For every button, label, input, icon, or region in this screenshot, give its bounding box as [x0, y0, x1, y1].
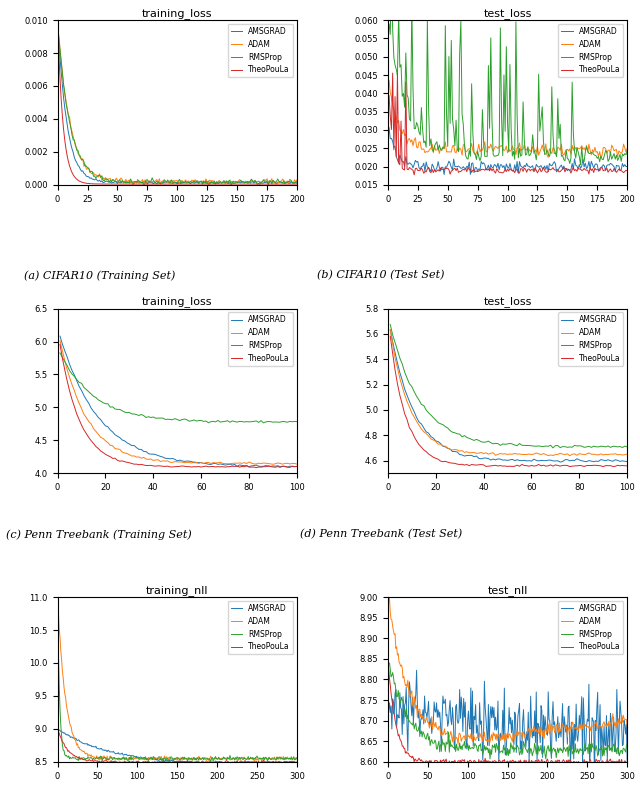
Legend: AMSGRAD, ADAM, RMSProp, TheoPouLa: AMSGRAD, ADAM, RMSProp, TheoPouLa	[228, 24, 293, 78]
Legend: AMSGRAD, ADAM, RMSProp, TheoPouLa: AMSGRAD, ADAM, RMSProp, TheoPouLa	[558, 24, 623, 78]
Title: test_nll: test_nll	[487, 585, 528, 596]
Text: (d) Penn Treebank (Test Set): (d) Penn Treebank (Test Set)	[300, 529, 462, 540]
Title: training_loss: training_loss	[142, 8, 212, 18]
Legend: AMSGRAD, ADAM, RMSProp, TheoPouLa: AMSGRAD, ADAM, RMSProp, TheoPouLa	[558, 601, 623, 654]
Text: (b) CIFAR10 (Test Set): (b) CIFAR10 (Test Set)	[317, 270, 445, 281]
Text: (a) CIFAR10 (Training Set): (a) CIFAR10 (Training Set)	[24, 270, 175, 281]
Legend: AMSGRAD, ADAM, RMSProp, TheoPouLa: AMSGRAD, ADAM, RMSProp, TheoPouLa	[228, 312, 293, 366]
Title: training_nll: training_nll	[146, 585, 209, 596]
Title: training_loss: training_loss	[142, 297, 212, 307]
Legend: AMSGRAD, ADAM, RMSProp, TheoPouLa: AMSGRAD, ADAM, RMSProp, TheoPouLa	[228, 601, 293, 654]
Title: test_loss: test_loss	[483, 8, 532, 18]
Text: (c) Penn Treebank (Training Set): (c) Penn Treebank (Training Set)	[6, 529, 192, 540]
Legend: AMSGRAD, ADAM, RMSProp, TheoPouLa: AMSGRAD, ADAM, RMSProp, TheoPouLa	[558, 312, 623, 366]
Title: test_loss: test_loss	[483, 297, 532, 307]
